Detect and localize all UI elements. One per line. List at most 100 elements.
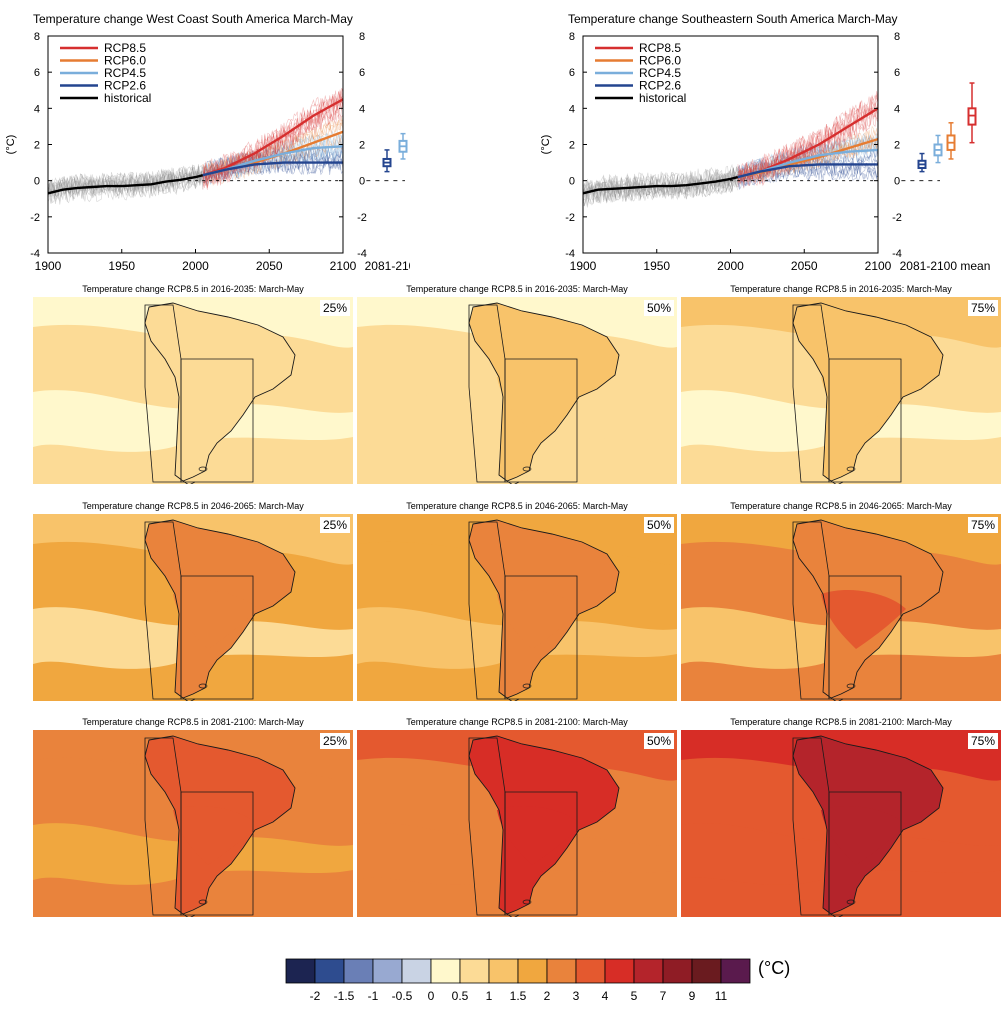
map-svg (357, 514, 677, 701)
legend-label: historical (104, 91, 151, 105)
series-line-rcp85 (202, 98, 344, 177)
ensemble-line (737, 141, 879, 183)
ensemble-line (582, 173, 739, 206)
map-title: Temperature change RCP8.5 in 2081-2100: … (406, 717, 628, 727)
ensemble-line (582, 173, 739, 207)
ensemble-line (582, 166, 739, 198)
map-hotspot (821, 589, 906, 649)
colorbar-tick-label: 5 (630, 989, 638, 1003)
y-tick-label: 2 (34, 140, 40, 152)
ensemble-line (202, 103, 344, 190)
colorbar-segment (372, 958, 403, 984)
ensemble-line (47, 172, 204, 205)
y-tick-label-right: 2 (359, 140, 365, 152)
map-svg (33, 514, 353, 701)
ensemble-line (737, 89, 879, 180)
colorbar-tick-label: -1.5 (333, 989, 355, 1003)
map-title: Temperature change RCP8.5 in 2046-2065: … (730, 501, 952, 511)
legend-label: RCP4.5 (639, 66, 681, 80)
map-svg (357, 730, 677, 917)
boxplot-rcp60 (946, 122, 956, 160)
colorbar-segment (691, 958, 722, 984)
ensemble-line (737, 159, 879, 183)
y-tick-label-right: -2 (892, 212, 902, 224)
falkland-islands (198, 899, 208, 905)
continent-outline (792, 519, 944, 699)
y-tick-label: -4 (30, 248, 40, 260)
y-tick-label-right: -2 (357, 212, 367, 224)
map-title: Temperature change RCP8.5 in 2046-2065: … (82, 501, 304, 511)
boxplot-rcp85 (967, 82, 977, 144)
legend-label: RCP2.6 (104, 79, 146, 93)
y-tick-label-right: 0 (359, 176, 365, 188)
percentile-label: 25% (319, 517, 350, 533)
continent-outline (468, 735, 620, 915)
map-panel: 75% (681, 730, 1001, 917)
ensemble-line (582, 163, 739, 195)
map-title: Temperature change RCP8.5 in 2081-2100: … (730, 717, 952, 727)
y-tick-label: 6 (34, 67, 40, 79)
map-panel: 25% (33, 514, 353, 701)
colorbar-segment (720, 958, 751, 984)
continent-outline (792, 735, 944, 915)
map-title: Temperature change RCP8.5 in 2046-2065: … (406, 501, 628, 511)
region-southeastern (180, 358, 254, 483)
map-hotspot (497, 805, 582, 865)
map-svg (33, 730, 353, 917)
boxplot-rcp45 (933, 134, 943, 164)
colorbar-segment (662, 958, 693, 984)
map-svg (681, 514, 1001, 701)
colorbar-segment (604, 958, 635, 984)
region-southeastern (828, 575, 902, 700)
y-tick-label-right: -4 (892, 248, 902, 260)
map-hotspot (173, 372, 258, 432)
ensemble-members (582, 89, 879, 208)
colorbar-tick-label: -1 (367, 989, 379, 1003)
legend-label: RCP4.5 (104, 66, 146, 80)
colorbar-segment (633, 958, 664, 984)
x-tick-label: 1950 (108, 259, 135, 273)
colorbar-tick-label: 11 (714, 989, 728, 1003)
y-axis-label: (°C) (5, 135, 17, 155)
y-tick-label: 8 (569, 31, 575, 43)
y-tick-label: 2 (569, 140, 575, 152)
legend-label: RCP8.5 (639, 41, 681, 55)
colorbar-tick-label: 9 (688, 989, 696, 1003)
continent-outline (468, 302, 620, 482)
map-panel: 75% (681, 297, 1001, 484)
boxplot-rcp45 (398, 132, 408, 160)
y-tick-label: 4 (569, 103, 575, 115)
map-title: Temperature change RCP8.5 in 2016-2035: … (730, 284, 952, 294)
colorbar-segment (488, 958, 519, 984)
ensemble-line (737, 94, 879, 184)
x-tick-label: 2000 (717, 259, 744, 273)
falkland-islands (522, 899, 532, 905)
ensemble-line (202, 96, 344, 188)
y-tick-label-right: 8 (894, 31, 900, 43)
series-line-historical (582, 175, 739, 195)
ensemble-line (202, 138, 344, 179)
y-axis-label: (°C) (540, 135, 552, 155)
ensemble-line (202, 133, 344, 176)
ensemble-line (47, 165, 204, 198)
x-tick-label: 2050 (791, 259, 818, 273)
series-line-rcp26 (737, 163, 878, 179)
ensemble-line (737, 164, 879, 190)
colorbar-tick-label: 2 (543, 989, 551, 1003)
y-tick-label-right: 4 (359, 103, 365, 115)
ensemble-line (202, 140, 344, 183)
region-southeastern (504, 791, 578, 916)
region-southeastern (180, 575, 254, 700)
ensemble-line (737, 133, 879, 175)
legend-label: RCP8.5 (104, 41, 146, 55)
map-svg (681, 730, 1001, 917)
y-tick-label: 8 (34, 31, 40, 43)
colorbar-segment (285, 958, 316, 984)
map-hotspot (821, 805, 906, 865)
region-southeastern (828, 358, 902, 483)
colorbar-tick-label: 4 (601, 989, 609, 1003)
ensemble-line (582, 171, 739, 205)
x-tick-label: 1900 (35, 259, 62, 273)
ensemble-line (737, 147, 879, 182)
map-svg (681, 297, 1001, 484)
